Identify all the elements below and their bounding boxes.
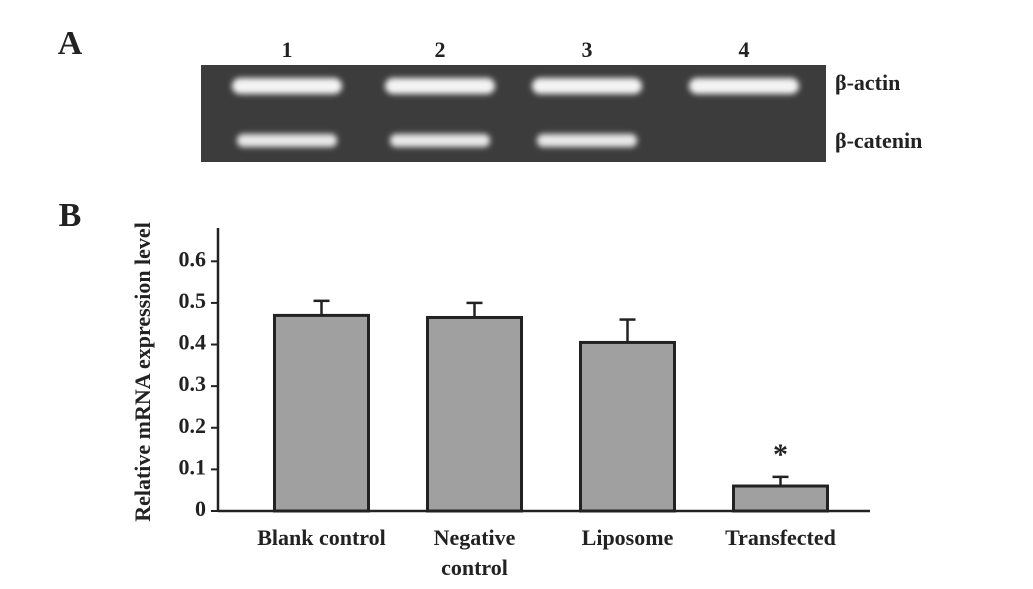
gel-band xyxy=(385,78,495,94)
gel-band xyxy=(689,78,799,94)
panel-label: B xyxy=(59,197,82,234)
gel-band xyxy=(232,78,342,94)
gel-band xyxy=(390,134,490,147)
x-tick-label: Transfected xyxy=(725,525,836,550)
y-tick-label: 0.1 xyxy=(179,454,207,479)
gel-band xyxy=(237,134,337,147)
gel-bands xyxy=(232,78,799,147)
y-tick-label: 0.5 xyxy=(179,288,207,313)
lane-label: 3 xyxy=(582,37,593,62)
x-tick-label: Negative control xyxy=(433,525,516,580)
lane-label: 2 xyxy=(435,37,446,62)
gel-band xyxy=(532,78,642,94)
x-tick-label: Blank control xyxy=(257,525,386,550)
bar xyxy=(579,340,676,513)
y-tick-label: 0 xyxy=(195,496,206,521)
gel-band xyxy=(537,134,637,147)
y-tick-label: 0.2 xyxy=(179,413,207,438)
y-tick-label: 0.3 xyxy=(179,371,207,396)
lane-label: 4 xyxy=(739,37,750,62)
bar xyxy=(732,484,829,513)
significance-mark: * xyxy=(773,438,788,471)
y-tick-label: 0.6 xyxy=(179,246,207,271)
y-tick-label: 0.4 xyxy=(179,330,207,355)
band-label: β-actin xyxy=(835,70,900,95)
x-tick-label: Liposome xyxy=(581,525,674,550)
lane-label: 1 xyxy=(282,37,293,62)
band-label: β-catenin xyxy=(835,128,922,153)
bar xyxy=(273,313,370,513)
panel-label: A xyxy=(58,25,83,62)
bar xyxy=(426,315,523,513)
y-axis-label: Relative mRNA expression level xyxy=(130,222,155,522)
